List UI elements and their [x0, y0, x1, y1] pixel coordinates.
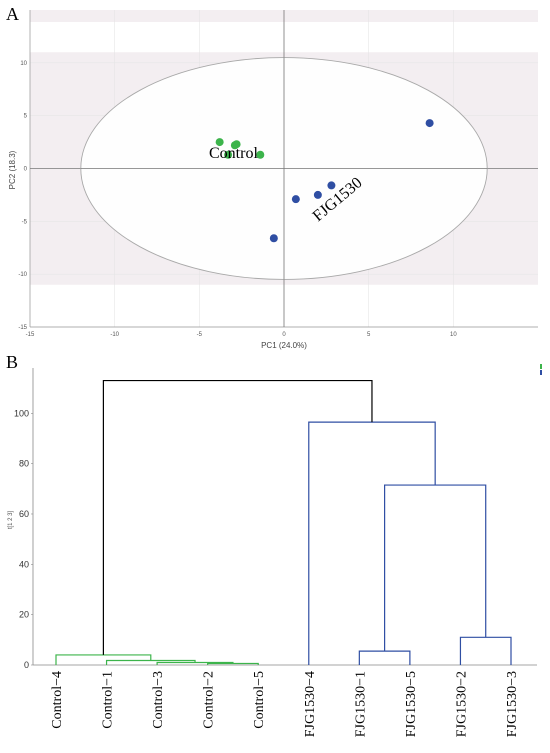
- dendro-y-tick-label: 100: [14, 408, 29, 418]
- leaf-label: FJG1530−5: [404, 671, 419, 737]
- pca-x-tick-label: 10: [450, 332, 457, 338]
- dendrogram-branches: [55, 379, 512, 665]
- score-point-fjg1530: [313, 190, 322, 199]
- pca-score-plot: A -15 -10 -5 0 5 10 10 5 0 -5 -10 -15 PC1 (24.0%) P…: [6, 4, 538, 350]
- dendro-branch: [102, 379, 373, 655]
- dendro-branch: [384, 484, 487, 652]
- dendro-branch: [207, 662, 259, 665]
- pca-y-tick-label: -15: [18, 325, 27, 331]
- dendro-y-tick-label: 60: [19, 509, 29, 519]
- pca-tick-labels: -15 -10 -5 0 5 10 10 5 0 -5 -10 -15: [18, 61, 457, 338]
- score-point-fjg1530: [291, 195, 300, 204]
- dendro-branch: [358, 650, 411, 665]
- group-label-control: Control: [209, 145, 258, 162]
- dendrogram-tick-labels: 0 20 40 60 80 100: [14, 408, 33, 670]
- pca-y-tick-label: 5: [24, 114, 28, 120]
- leaf-label: FJG1530−3: [505, 671, 520, 737]
- leaf-label: Control−1: [101, 671, 116, 729]
- leaf-label: FJG1530−2: [454, 671, 469, 737]
- pca-points: [215, 119, 434, 243]
- pca-x-tick-label: -15: [26, 332, 35, 338]
- score-point-control: [256, 150, 265, 159]
- pca-y-tick-label: 10: [20, 61, 27, 67]
- dendro-y-tick-label: 40: [19, 559, 29, 569]
- pca-x-axis-label: PC1 (24.0%): [261, 341, 307, 350]
- score-point-control: [232, 140, 241, 149]
- pca-x-tick-label: 5: [367, 332, 371, 338]
- panel-letter-b: B: [6, 352, 18, 372]
- legend-marker: [540, 364, 542, 375]
- pca-x-tick-label: 0: [282, 332, 286, 338]
- leaf-label: FJG1530−4: [303, 671, 318, 737]
- leaf-label: Control−3: [151, 671, 166, 729]
- score-point-fjg1530: [327, 181, 336, 190]
- pca-y-tick-label: -10: [18, 272, 27, 278]
- dendro-branch: [459, 636, 512, 665]
- score-point-fjg1530: [269, 234, 278, 243]
- leaf-label: Control−2: [202, 671, 217, 729]
- leaf-label: FJG1530−1: [353, 671, 368, 737]
- dendrogram-y-axis-label: t[1 2 3]: [8, 511, 14, 530]
- pca-y-axis-label: PC2 (18.3): [8, 150, 17, 189]
- dendrogram-leaf-labels: Control−4 Control−1 Control−3 Control−2 Cont…: [50, 671, 520, 737]
- pca-x-tick-label: -10: [110, 332, 119, 338]
- pca-y-tick-label: -5: [22, 219, 28, 225]
- legend-swatch-fjg1530: [540, 370, 542, 375]
- legend-swatch-control: [540, 364, 542, 369]
- leaf-label: Control−5: [252, 671, 267, 729]
- score-point-fjg1530: [425, 119, 434, 128]
- dendro-y-tick-label: 0: [24, 660, 29, 670]
- hotelling-ellipse: [80, 57, 488, 280]
- dendro-branch: [308, 421, 436, 665]
- panel-letter-a: A: [6, 4, 19, 24]
- dendrogram-axes: [32, 368, 537, 666]
- pca-y-tick-label: 0: [24, 167, 28, 173]
- score-point-control: [224, 150, 233, 159]
- score-point-control: [215, 138, 224, 147]
- leaf-label: Control−4: [50, 671, 65, 729]
- dendro-y-tick-label: 80: [19, 459, 29, 469]
- dendro-y-tick-label: 20: [19, 610, 29, 620]
- pca-x-tick-label: -5: [197, 332, 203, 338]
